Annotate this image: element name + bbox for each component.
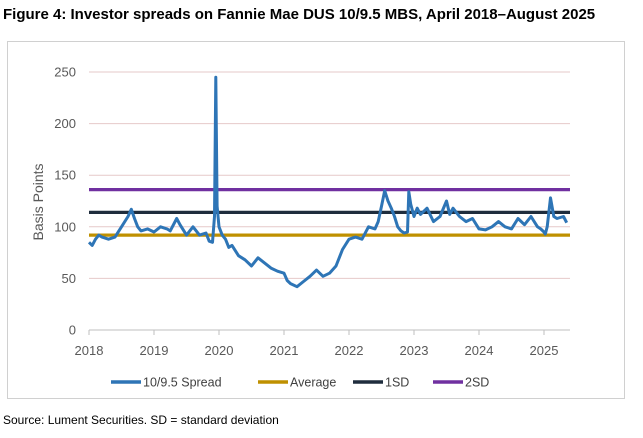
y-tick-label: 150	[54, 168, 76, 183]
y-tick-label: 200	[54, 116, 76, 131]
series-line-10-9-5-spread	[87, 75, 569, 289]
y-axis-label: Basis Points	[30, 163, 46, 240]
grid-lines	[89, 71, 570, 331]
legend-label: 2SD	[465, 376, 489, 390]
legend-label: 10/9.5 Spread	[143, 376, 222, 390]
figure-title: Figure 4: Investor spreads on Fannie Mae…	[3, 6, 596, 23]
series-lines	[87, 75, 570, 289]
x-tick-label: 2019	[140, 343, 169, 358]
y-tick-label: 0	[69, 323, 76, 338]
chart-frame	[7, 41, 625, 399]
y-tick-label: 100	[54, 219, 76, 234]
x-tick-label: 2023	[400, 343, 429, 358]
legend-label: 1SD	[385, 376, 409, 390]
source-note: Source: Lument Securities. SD = standard…	[3, 413, 279, 427]
y-tick-label: 50	[62, 271, 76, 286]
x-tick-label: 2024	[465, 343, 494, 358]
x-tick-label: 2025	[530, 343, 559, 358]
x-tick-label: 2022	[335, 343, 364, 358]
x-axis-ticks: 2018 2019 2020 2021 2022 2023 2024 2025	[75, 330, 559, 358]
x-tick-label: 2018	[75, 343, 104, 358]
legend-label: Average	[290, 376, 336, 390]
y-tick-label: 250	[54, 65, 76, 80]
y-axis-ticks: 0 50 100 150 200 250	[54, 65, 76, 338]
legend: 10/9.5 Spread Average 1SD 2SD	[111, 376, 489, 390]
x-tick-label: 2021	[270, 343, 299, 358]
x-tick-label: 2020	[205, 343, 234, 358]
chart-svg: 0 50 100 150 200 250 2018 2019 2020 2021 2022 2023…	[30, 65, 570, 390]
